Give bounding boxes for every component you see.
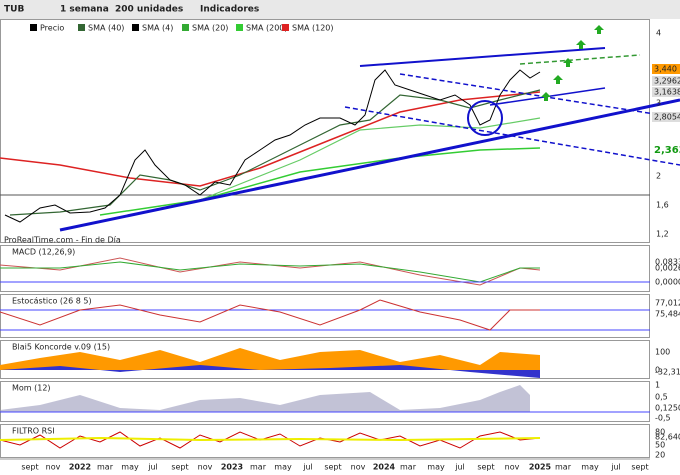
panel-axis-label: 0,0026 xyxy=(655,264,680,273)
panel-label: Estocástico (26 8 5) xyxy=(12,297,92,306)
legend-swatch xyxy=(282,24,289,31)
koncorde-area xyxy=(0,348,540,370)
x-tick-label: mar xyxy=(97,463,114,472)
panel-axis-label: 50 xyxy=(655,441,665,450)
watermark: ProRealTime.com - Fin de Día xyxy=(4,236,121,245)
panel-label: Mom (12) xyxy=(12,384,51,393)
legend-label: SMA (20) xyxy=(192,24,228,33)
price-marker-box xyxy=(652,64,680,74)
price-marker-box xyxy=(652,145,680,155)
price xyxy=(4,69,541,223)
panel-axis-label: -0,5 xyxy=(655,414,671,423)
x-tick-label: mar xyxy=(250,463,267,472)
panel-axis-label: 0,0000 xyxy=(655,278,680,287)
x-tick-label: nov xyxy=(46,463,61,472)
dashed-green xyxy=(519,54,641,65)
toolbar-item: Indicadores xyxy=(200,5,259,15)
channel-top xyxy=(359,47,606,67)
price-marker: 2,8054 xyxy=(654,113,680,122)
sma-120 xyxy=(99,147,541,216)
x-tick-label: 2024 xyxy=(373,463,396,472)
price-marker: 3,2962 xyxy=(654,77,680,86)
panel-axis-label: 0 xyxy=(655,366,660,375)
x-tick-label: mar xyxy=(555,463,572,472)
panel-axis-label: 100 xyxy=(655,348,670,357)
x-tick-label: sept xyxy=(631,463,648,472)
x-tick-label: nov xyxy=(198,463,213,472)
x-tick-label: sept xyxy=(477,463,494,472)
macd-signal xyxy=(0,261,540,283)
x-tick-label: nov xyxy=(351,463,366,472)
legend-label: SMA (120) xyxy=(292,24,334,33)
arrows xyxy=(541,25,604,101)
panel-axis-label: 0,1250 xyxy=(655,404,680,413)
panel-label: Blai5 Koncorde v.09 (15) xyxy=(12,343,110,352)
x-tick-label: may xyxy=(121,463,139,472)
panel-axis-label: 77,012 xyxy=(655,299,680,308)
panel-axis-label: 20 xyxy=(655,451,665,460)
x-tick-label: sept xyxy=(21,463,38,472)
price-tick-label: 2 xyxy=(656,172,661,181)
x-tick-label: may xyxy=(427,463,445,472)
toolbar-item: 1 semana xyxy=(60,5,109,15)
x-tick-label: 2022 xyxy=(69,463,91,472)
panel-axis-label: 80 xyxy=(655,428,665,437)
sma-light xyxy=(199,117,541,201)
price-marker: 3,440 xyxy=(654,65,677,74)
price-tick-label: 3 xyxy=(656,99,661,108)
toolbar-item: TUB xyxy=(4,5,24,15)
toolbar xyxy=(0,0,680,19)
x-tick-label: jul xyxy=(147,463,158,472)
price-marker-box xyxy=(652,112,680,122)
dashed-line xyxy=(344,106,680,166)
price-tick-label: 4 xyxy=(656,29,661,38)
panel-axis-label: 1 xyxy=(655,381,660,390)
x-tick-label: jul xyxy=(302,463,313,472)
legend-swatch xyxy=(132,24,139,31)
dashed-line xyxy=(399,73,680,119)
price-tick-label: 1,2 xyxy=(656,230,669,239)
price-marker-box xyxy=(652,87,680,97)
legend-label: Precio xyxy=(40,24,64,33)
panel-label: MACD (12,26,9) xyxy=(12,248,75,257)
momentum-area xyxy=(0,385,530,412)
legend-swatch xyxy=(236,24,243,31)
koncorde-blue xyxy=(0,365,540,378)
trend-line xyxy=(59,98,680,232)
x-tick-label: mar xyxy=(400,463,417,472)
legend-swatch xyxy=(30,24,37,31)
highlight-circle xyxy=(467,100,503,136)
sma-200 xyxy=(0,91,541,187)
panel-axis-label: -32,31 xyxy=(655,368,680,377)
price-marker-box xyxy=(652,76,680,86)
x-tick-label: 2023 xyxy=(221,463,243,472)
price-marker: 3,1638 xyxy=(654,88,680,97)
panel-axis-label: 82,640 xyxy=(655,433,680,442)
x-tick-label: nov xyxy=(505,463,520,472)
price-tick-label: 1,6 xyxy=(656,201,669,210)
x-tick-label: jul xyxy=(610,463,621,472)
legend-label: SMA (4) xyxy=(142,24,173,33)
macd-line xyxy=(0,257,541,286)
x-tick-label: 2025 xyxy=(529,463,552,472)
rsi-smooth xyxy=(0,436,541,442)
stochastic xyxy=(0,299,540,331)
toolbar-item: 200 unidades xyxy=(115,5,183,15)
legend-label: SMA (200) xyxy=(246,24,288,33)
legend-label: SMA (40) xyxy=(88,24,124,33)
x-tick-label: may xyxy=(581,463,599,472)
legend-swatch xyxy=(182,24,189,31)
panel-label: FILTRO RSI xyxy=(12,427,55,436)
panel-axis-label: 75,484 xyxy=(655,310,680,319)
panel-axis-label: 0,0833 xyxy=(655,258,680,267)
x-tick-label: sept xyxy=(324,463,341,472)
panel-axis-label: 0,5 xyxy=(655,393,668,402)
x-tick-label: jul xyxy=(454,463,465,472)
x-tick-label: sept xyxy=(171,463,188,472)
legend-swatch xyxy=(78,24,85,31)
x-tick-label: may xyxy=(274,463,292,472)
price-marker: 2,363 xyxy=(654,145,680,156)
